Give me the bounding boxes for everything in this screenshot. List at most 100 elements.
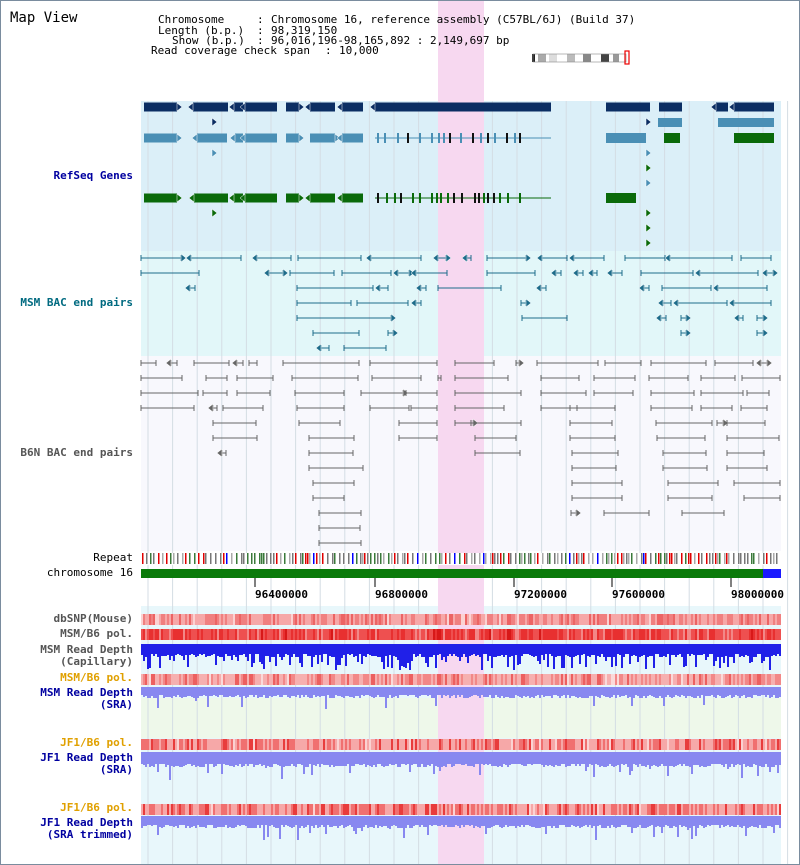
track-label-jf1-read-sra[interactable]: JF1 Read Depth (SRA) — [40, 751, 133, 776]
heat-cell — [573, 629, 575, 640]
read-depth-bar — [179, 752, 181, 767]
repeat-element — [251, 553, 253, 564]
read-depth-bar — [561, 752, 563, 764]
read-depth-bar — [709, 644, 711, 654]
read-depth-bar — [717, 752, 719, 764]
read-depth-bar — [613, 752, 615, 767]
gene-block — [197, 133, 227, 143]
read-depth-bar — [225, 644, 227, 654]
heat-cell — [371, 614, 373, 625]
heat-cell — [525, 629, 527, 640]
read-depth-bar — [393, 644, 395, 656]
heat-cell — [351, 614, 353, 625]
heat-cell — [747, 804, 749, 815]
gene-strand-arrow — [239, 133, 246, 143]
read-depth-bar — [267, 644, 269, 656]
gene-block — [144, 133, 177, 143]
read-depth-bar — [739, 816, 741, 827]
heat-cell — [551, 629, 553, 640]
heat-cell — [691, 629, 693, 640]
repeat-element — [602, 553, 604, 564]
heat-cell — [343, 629, 345, 640]
read-depth-bar — [561, 816, 563, 825]
heat-cell — [333, 804, 335, 815]
heat-cell — [657, 614, 659, 625]
track-label-jf1-read-trimmed[interactable]: JF1 Read Depth (SRA trimmed) — [40, 816, 133, 841]
read-depth-bar — [277, 816, 279, 828]
read-depth-bar — [223, 752, 225, 764]
read-depth-bar — [773, 644, 775, 655]
heat-cell — [395, 614, 397, 625]
read-depth-bar — [299, 687, 301, 698]
heat-cell — [257, 614, 259, 625]
read-depth-bar — [365, 752, 367, 767]
heat-cell — [725, 614, 727, 625]
read-depth-bar — [529, 687, 531, 698]
track-label-msm-b6-pol-1[interactable]: MSM/B6 pol. — [60, 627, 133, 640]
heat-cell — [671, 614, 673, 625]
read-depth-bar — [207, 644, 209, 656]
heat-cell — [765, 739, 767, 750]
heat-cell — [703, 629, 705, 640]
track-label-chromosome[interactable]: chromosome 16 — [46, 566, 133, 579]
heat-cell — [615, 614, 617, 625]
track-label-dbsnp[interactable]: dbSNP(Mouse) — [53, 612, 133, 625]
heat-cell — [551, 804, 553, 815]
repeat-element — [636, 553, 638, 564]
heat-cell — [621, 804, 623, 815]
heat-cell — [227, 804, 229, 815]
read-depth-bar — [457, 687, 459, 695]
heat-cell — [661, 739, 663, 750]
read-depth-bar — [489, 687, 491, 695]
read-depth-bar — [519, 816, 521, 827]
gene-block — [659, 102, 682, 112]
read-depth-bar — [253, 644, 255, 663]
heat-cell — [327, 629, 329, 640]
read-depth-bar — [273, 816, 275, 827]
heat-cell — [769, 629, 771, 640]
read-depth-bar — [231, 687, 233, 697]
heat-cell — [337, 629, 339, 640]
read-depth-bar — [249, 752, 251, 764]
track-label-refseq[interactable]: RefSeq Genes — [53, 169, 133, 182]
heat-cell — [665, 629, 667, 640]
track-label-jf1-b6-pol-1[interactable]: JF1/B6 pol. — [60, 736, 133, 749]
heat-cell — [763, 614, 765, 625]
repeat-element — [412, 553, 414, 564]
heat-cell — [697, 614, 699, 625]
heat-cell — [269, 629, 271, 640]
read-depth-bar — [753, 644, 755, 657]
heat-cell — [505, 629, 507, 640]
heat-cell — [757, 629, 759, 640]
heat-cell — [775, 674, 777, 685]
heat-cell — [193, 629, 195, 640]
heat-cell — [243, 674, 245, 685]
read-depth-bar — [225, 816, 227, 825]
heat-cell — [769, 614, 771, 625]
read-depth-bar — [285, 687, 287, 695]
heat-cell — [603, 804, 605, 815]
track-label-msm-b6-pol-2[interactable]: MSM/B6 pol. — [60, 671, 133, 684]
heat-cell — [439, 804, 441, 815]
track-label-msm-bac[interactable]: MSM BAC end pairs — [20, 296, 133, 309]
track-label-msm-read-sra[interactable]: MSM Read Depth (SRA) — [40, 686, 133, 711]
read-depth-bar — [291, 752, 293, 764]
track-label-repeat[interactable]: Repeat — [93, 551, 133, 564]
repeat-element — [573, 553, 575, 564]
heat-cell — [407, 614, 409, 625]
track-label-jf1-b6-pol-2[interactable]: JF1/B6 pol. — [60, 801, 133, 814]
track-label-b6n-bac[interactable]: B6N BAC end pairs — [20, 446, 133, 459]
gene-exon — [436, 193, 438, 203]
heat-cell — [639, 739, 641, 750]
read-depth-bar — [655, 644, 657, 654]
read-depth-bar — [229, 816, 231, 827]
heat-cell — [429, 804, 431, 815]
read-depth-bar — [369, 687, 371, 696]
read-depth-bar — [293, 644, 295, 654]
heat-cell — [569, 629, 571, 640]
track-label-msm-read-capillary[interactable]: MSM Read Depth (Capillary) — [40, 643, 133, 668]
heat-cell — [347, 804, 349, 815]
repeat-element — [316, 553, 318, 564]
heat-cell — [451, 804, 453, 815]
